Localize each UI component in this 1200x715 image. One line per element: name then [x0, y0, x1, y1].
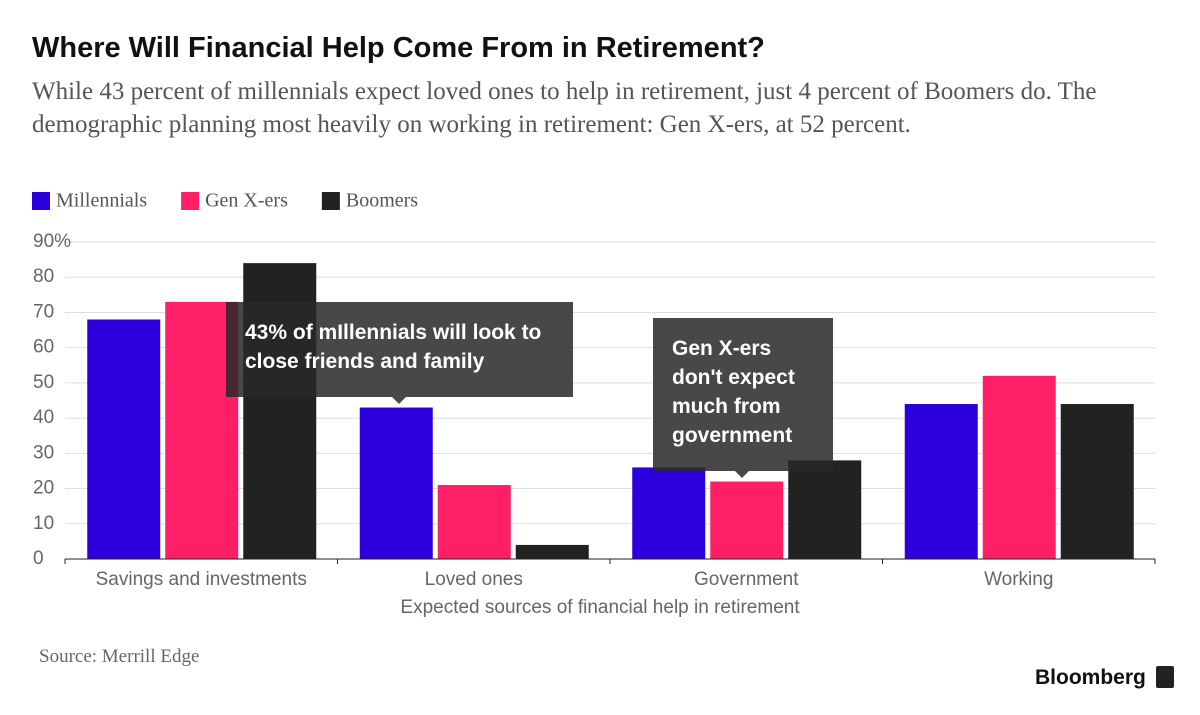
legend-label: Millennials [56, 190, 147, 212]
y-tick-label: 10 [33, 513, 54, 534]
y-tick-label: 40 [33, 407, 54, 428]
y-tick-label: 50 [33, 372, 54, 393]
y-tick-label: 70 [33, 301, 54, 322]
y-tick-label: 80 [33, 266, 54, 287]
bar [904, 404, 978, 559]
y-tick-label: 30 [33, 442, 54, 463]
y-tick-label: 0 [33, 548, 44, 569]
x-tick-label: Loved ones [425, 569, 523, 590]
y-tick-label: 60 [33, 337, 54, 358]
x-tick-label: Government [694, 569, 799, 590]
legend-swatch [32, 192, 50, 210]
bar [788, 460, 862, 559]
chart-title: Where Will Financial Help Come From in R… [32, 32, 765, 64]
logo-icon [1156, 666, 1174, 688]
legend-swatch [321, 192, 340, 210]
bar [632, 467, 706, 559]
x-tick-label: Working [984, 569, 1053, 590]
bar [437, 485, 511, 559]
y-tick-label: 20 [33, 478, 54, 499]
bar [87, 319, 161, 559]
bar [710, 481, 784, 559]
bar [359, 407, 433, 559]
annotation: Gen X-ers don't expect much from governm… [653, 318, 833, 478]
x-tick-label: Savings and investments [96, 569, 307, 590]
legend-swatch [181, 192, 200, 210]
source: Source: Merrill Edge [39, 646, 200, 667]
bar [1060, 404, 1134, 559]
annotation: 43% of mIllennials will look to close fr… [226, 302, 573, 404]
logo: Bloomberg [1035, 666, 1146, 689]
legend-label: Gen X-ers [205, 190, 288, 212]
bar [982, 375, 1056, 559]
legend-label: Boomers [346, 190, 418, 212]
x-axis-label: Expected sources of financial help in re… [400, 597, 800, 618]
bar [515, 544, 589, 559]
chart-subtitle: While 43 percent of millennials expect l… [32, 78, 1097, 138]
y-tick-label: 90% [33, 231, 71, 252]
